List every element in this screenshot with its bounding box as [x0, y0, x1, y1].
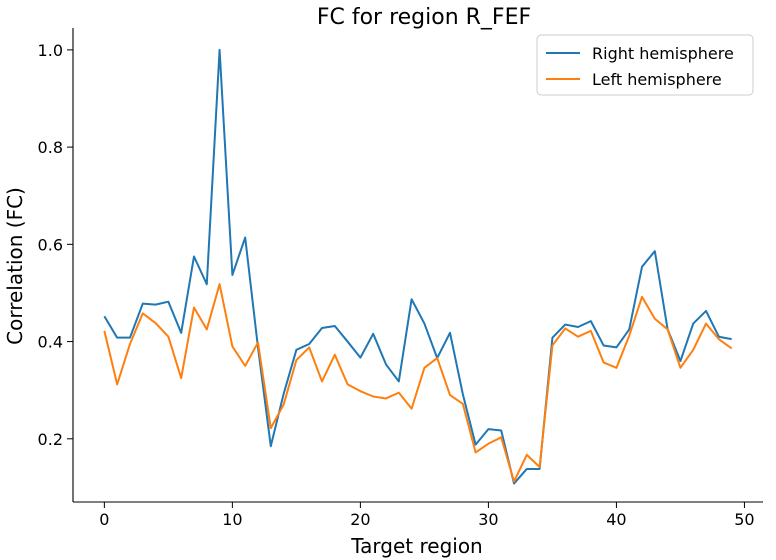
series-lines	[103, 48, 733, 485]
chart-title: FC for region R_FEF	[317, 5, 531, 30]
x-tick-label: 50	[734, 510, 754, 529]
x-tick-label: 20	[350, 510, 370, 529]
x-tick-label: 10	[222, 510, 242, 529]
series-line-right-hemisphere	[103, 48, 732, 485]
x-tick-label: 40	[606, 510, 626, 529]
legend-label: Right hemisphere	[592, 44, 734, 63]
legend-box	[536, 34, 754, 96]
y-tick-label: 1.0	[38, 41, 63, 60]
y-tick-label: 0.2	[38, 430, 63, 449]
axes: 0 10 20 30 40 50 0.2 0.4 0.6 0.8 1.0	[38, 28, 763, 529]
y-axis-label: Correlation (FC)	[3, 187, 27, 345]
legend-label: Left hemisphere	[592, 70, 722, 89]
y-tick-label: 0.8	[38, 138, 63, 157]
y-tick-label: 0.6	[38, 235, 63, 254]
legend: Right hemisphere Left hemisphere	[536, 34, 754, 96]
x-tick-label: 0	[99, 510, 109, 529]
x-tick-label: 30	[478, 510, 498, 529]
series-line-left-hemisphere	[103, 283, 733, 483]
y-tick-label: 0.4	[38, 333, 63, 352]
x-axis-label: Target region	[350, 534, 482, 558]
